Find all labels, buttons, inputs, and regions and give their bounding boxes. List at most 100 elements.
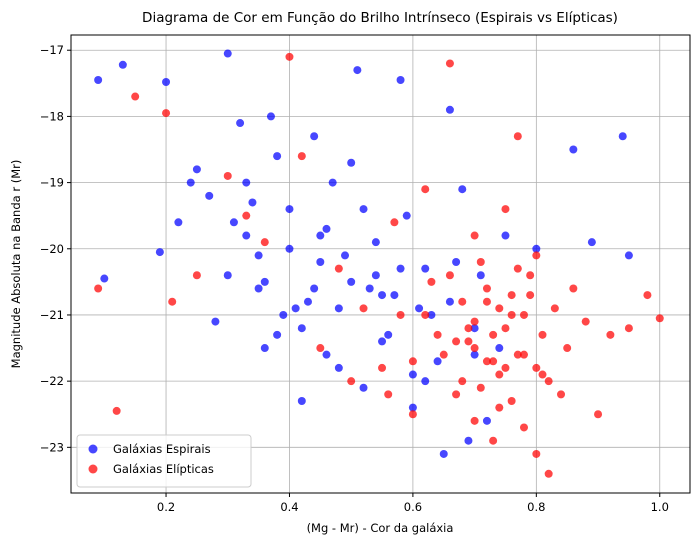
data-point bbox=[316, 231, 325, 240]
data-point bbox=[458, 377, 467, 386]
x-axis-label: (Mg - Mr) - Cor da galáxia bbox=[307, 521, 454, 535]
chart-title: Diagrama de Cor em Função do Brilho Intr… bbox=[142, 10, 618, 26]
data-point bbox=[501, 205, 510, 214]
data-point bbox=[476, 258, 485, 267]
data-point bbox=[445, 271, 454, 280]
data-point bbox=[273, 330, 282, 339]
data-point bbox=[624, 324, 633, 333]
data-point bbox=[482, 284, 491, 293]
data-point bbox=[260, 344, 269, 353]
data-point bbox=[458, 185, 467, 194]
data-point bbox=[396, 310, 405, 319]
data-point bbox=[408, 410, 417, 419]
data-point bbox=[390, 291, 399, 300]
y-tick-label: −22 bbox=[40, 374, 64, 388]
data-point bbox=[507, 310, 516, 319]
data-point bbox=[433, 330, 442, 339]
data-point bbox=[439, 350, 448, 359]
x-tick-label: 0.2 bbox=[157, 500, 175, 514]
data-point bbox=[563, 344, 572, 353]
data-point bbox=[254, 284, 263, 293]
x-tick-label: 0.6 bbox=[404, 500, 422, 514]
data-point bbox=[155, 248, 164, 257]
data-point bbox=[242, 231, 251, 240]
data-point bbox=[100, 274, 109, 283]
data-point bbox=[316, 344, 325, 353]
data-point bbox=[513, 350, 522, 359]
data-point bbox=[310, 284, 319, 293]
data-point bbox=[439, 449, 448, 458]
data-point bbox=[643, 291, 652, 300]
data-point bbox=[495, 344, 504, 353]
data-point bbox=[223, 171, 232, 180]
data-point bbox=[112, 406, 121, 415]
data-point bbox=[353, 66, 362, 75]
data-point bbox=[464, 337, 473, 346]
data-point bbox=[341, 251, 350, 260]
data-point bbox=[507, 291, 516, 300]
data-point bbox=[557, 390, 566, 399]
data-point bbox=[519, 350, 528, 359]
data-point bbox=[606, 330, 615, 339]
data-point bbox=[328, 178, 337, 187]
data-point bbox=[433, 357, 442, 366]
data-point bbox=[322, 350, 331, 359]
data-point bbox=[470, 344, 479, 353]
data-point bbox=[359, 383, 368, 392]
data-point bbox=[532, 449, 541, 458]
data-point bbox=[162, 109, 171, 118]
data-point bbox=[452, 337, 461, 346]
data-point bbox=[285, 244, 294, 253]
data-point bbox=[162, 77, 171, 86]
x-tick-label: 0.8 bbox=[527, 500, 545, 514]
data-point bbox=[168, 297, 177, 306]
data-point bbox=[297, 324, 306, 333]
y-tick-label: −18 bbox=[40, 109, 64, 123]
data-point bbox=[501, 231, 510, 240]
data-point bbox=[205, 191, 214, 200]
data-point bbox=[297, 397, 306, 406]
data-point bbox=[489, 330, 498, 339]
data-point bbox=[94, 284, 103, 293]
data-point bbox=[285, 205, 294, 214]
data-point bbox=[569, 284, 578, 293]
data-point bbox=[384, 330, 393, 339]
y-tick-label: −23 bbox=[40, 440, 64, 454]
data-point bbox=[402, 211, 411, 220]
data-point bbox=[347, 158, 356, 167]
data-point bbox=[519, 423, 528, 432]
data-point bbox=[242, 211, 251, 220]
data-point bbox=[248, 198, 257, 207]
data-point bbox=[334, 264, 343, 273]
data-point bbox=[285, 52, 294, 61]
y-tick-label: −20 bbox=[40, 242, 64, 256]
data-point bbox=[396, 264, 405, 273]
data-point bbox=[254, 251, 263, 260]
data-point bbox=[359, 205, 368, 214]
data-point bbox=[513, 132, 522, 141]
data-point bbox=[470, 231, 479, 240]
y-tick-label: −21 bbox=[40, 308, 64, 322]
data-point bbox=[476, 271, 485, 280]
data-point bbox=[371, 271, 380, 280]
data-point bbox=[427, 277, 436, 286]
data-point bbox=[378, 337, 387, 346]
data-point bbox=[501, 363, 510, 372]
plot-frame bbox=[70, 34, 691, 494]
data-point bbox=[334, 363, 343, 372]
data-point bbox=[495, 304, 504, 313]
data-point bbox=[365, 284, 374, 293]
legend-marker bbox=[88, 444, 98, 454]
data-point bbox=[229, 218, 238, 227]
data-point bbox=[526, 271, 535, 280]
data-point bbox=[297, 152, 306, 161]
data-point bbox=[526, 291, 535, 300]
data-point bbox=[421, 185, 430, 194]
data-point bbox=[581, 317, 590, 326]
data-point bbox=[236, 119, 245, 128]
data-point bbox=[482, 297, 491, 306]
data-point bbox=[470, 317, 479, 326]
x-tick-label: 0.4 bbox=[280, 500, 298, 514]
data-point bbox=[260, 238, 269, 247]
